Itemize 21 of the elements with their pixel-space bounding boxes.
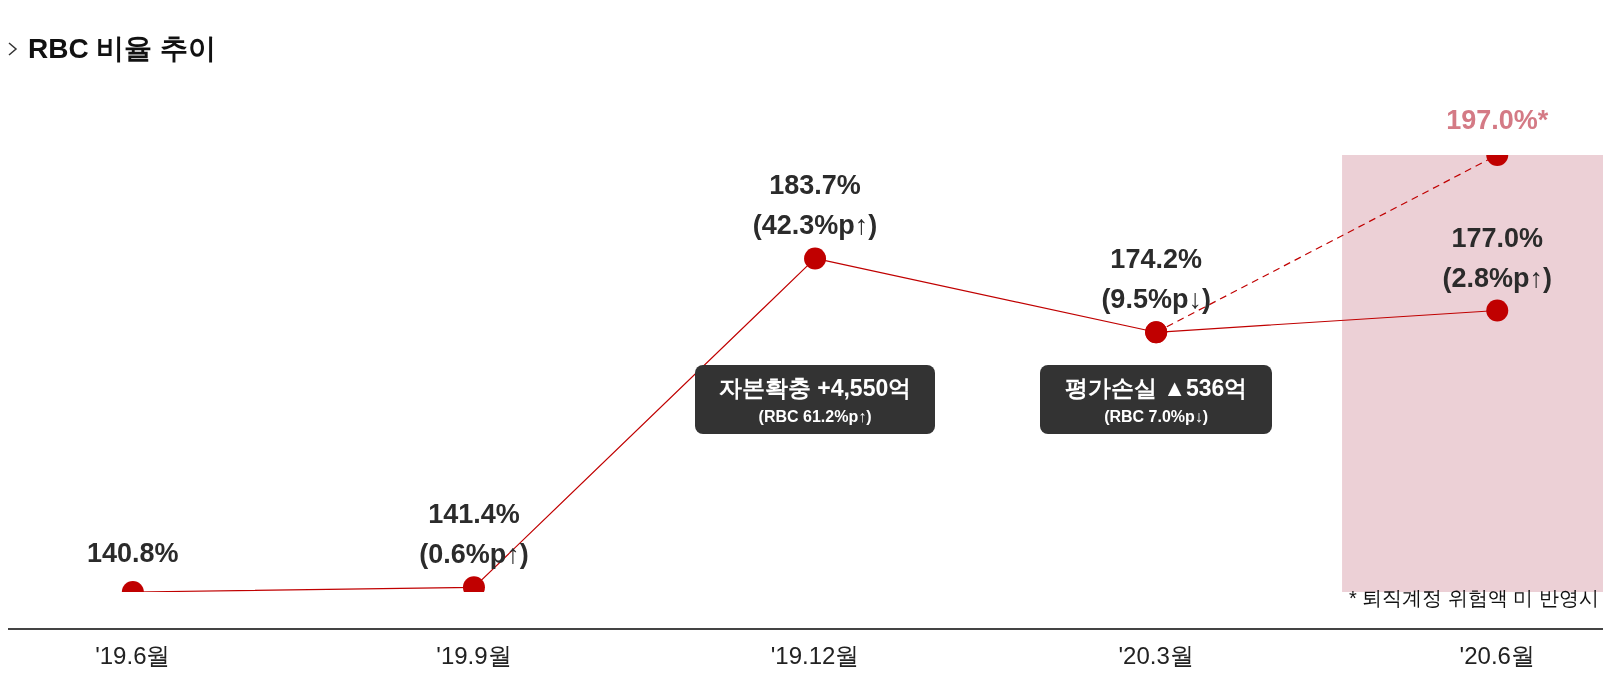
data-label: 183.7% xyxy=(769,170,861,201)
annotation: 자본확충 +4,550억 (RBC 61.2%p↑) xyxy=(717,374,913,426)
annotation: (42.3%p↑) xyxy=(752,210,878,241)
data-label: 140.8% xyxy=(87,538,179,568)
x-tick-label: '20.3월 xyxy=(1118,642,1194,670)
chart-title: RBC 비율 추이 xyxy=(28,32,217,66)
data-label: 177.0% xyxy=(1451,222,1544,253)
x-tick-label: '20.6월 xyxy=(1459,642,1535,670)
point xyxy=(1486,299,1509,322)
x-tick-label: '19.6월 xyxy=(95,642,171,670)
data-label: 141.4% xyxy=(428,499,520,530)
point xyxy=(804,247,827,270)
data-label: 174.2% xyxy=(1110,244,1202,275)
data-label: 197.0%* xyxy=(1446,105,1549,135)
annotation: (9.5%p↓) xyxy=(1101,284,1211,315)
annotation: (2.8%p↑) xyxy=(1442,262,1553,293)
annotation: 평가손실 ▲536억 (RBC 7.0%p↓) xyxy=(1063,374,1249,426)
annotation: * 퇴직계정 위험액 미 반영시 xyxy=(1348,586,1599,611)
x-tick-label: '19.12월 xyxy=(770,642,860,670)
x-tick-label: '19.9월 xyxy=(436,642,512,670)
point xyxy=(1145,321,1168,344)
